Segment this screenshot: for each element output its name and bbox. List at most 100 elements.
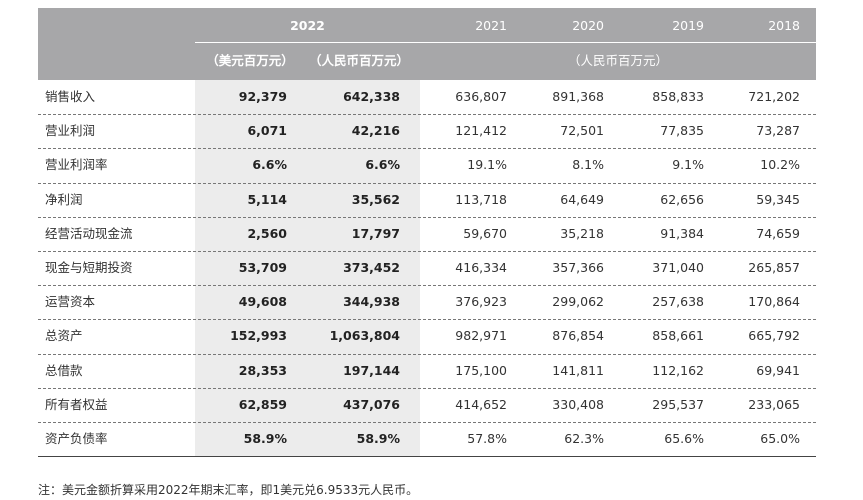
value-cell: 91,384 (660, 225, 704, 241)
value-cell: 59,670 (463, 225, 507, 241)
value-cell: 876,854 (552, 328, 604, 344)
value-cell: 141,811 (552, 362, 604, 378)
year-header: 2019 (672, 18, 704, 33)
value-cell: 1,063,804 (329, 328, 400, 344)
value-cell: 6,071 (247, 123, 287, 139)
usd-unit: （美元百万元） (206, 53, 294, 68)
value-cell: 295,537 (652, 396, 704, 412)
value-cell: 175,100 (455, 362, 507, 378)
value-cell: 35,562 (351, 191, 400, 207)
row-separator (38, 216, 816, 218)
row-label: 总资产 (45, 328, 83, 344)
value-cell: 858,833 (652, 89, 704, 104)
value-cell: 65.6% (664, 431, 704, 446)
row-separator (38, 182, 816, 184)
header-band (38, 8, 816, 80)
value-cell: 74,659 (756, 225, 800, 241)
value-cell: 858,661 (652, 328, 704, 344)
value-cell: 113,718 (455, 191, 507, 207)
value-cell: 62.3% (564, 431, 604, 446)
value-cell: 414,652 (455, 396, 507, 412)
row-label: 净利润 (45, 191, 83, 207)
year-header: 2021 (475, 18, 507, 33)
value-cell: 77,835 (660, 123, 704, 139)
row-label: 所有者权益 (45, 396, 108, 412)
year-header: 2018 (768, 18, 800, 33)
value-cell: 665,792 (748, 328, 800, 344)
header-rule (420, 42, 816, 43)
row-separator (38, 353, 816, 355)
value-cell: 9.1% (672, 157, 704, 173)
value-cell: 265,857 (748, 260, 800, 275)
value-cell: 35,218 (560, 225, 604, 241)
row-label: 资产负债率 (45, 431, 108, 446)
value-cell: 6.6% (252, 157, 287, 173)
row-separator (38, 422, 816, 423)
value-cell: 121,412 (455, 123, 507, 139)
value-cell: 357,366 (552, 260, 604, 275)
value-cell: 982,971 (455, 328, 507, 344)
year-header: 2020 (572, 18, 604, 33)
value-cell: 330,408 (552, 396, 604, 412)
year-2022: 2022 (290, 18, 325, 33)
value-cell: 28,353 (238, 362, 287, 378)
value-cell: 8.1% (572, 157, 604, 173)
value-cell: 64,649 (560, 191, 604, 207)
row-label: 总借款 (45, 362, 83, 378)
value-cell: 65.0% (760, 431, 800, 446)
value-cell: 437,076 (343, 396, 400, 412)
row-separator (38, 456, 816, 458)
value-cell: 112,162 (652, 362, 704, 378)
header-rule (195, 42, 420, 43)
value-cell: 721,202 (748, 89, 800, 104)
value-cell: 152,993 (230, 328, 287, 344)
value-cell: 5,114 (247, 191, 287, 207)
rmb-unit-prior: （人民币百万元） (567, 53, 668, 68)
value-cell: 373,452 (343, 260, 400, 275)
value-cell: 62,656 (660, 191, 704, 207)
value-cell: 92,379 (238, 89, 287, 104)
value-cell: 59,345 (756, 191, 800, 207)
footnote: 注：美元金额折算采用2022年期末汇率，即1美元兑6.9533元人民币。 (38, 483, 419, 497)
row-label: 现金与短期投资 (45, 260, 133, 275)
row-separator (38, 319, 816, 321)
value-cell: 416,334 (455, 260, 507, 275)
value-cell: 58.9% (356, 431, 400, 446)
row-separator (38, 148, 816, 150)
value-cell: 233,065 (748, 396, 800, 412)
row-label: 营业利润 (45, 123, 96, 139)
row-separator (38, 114, 816, 116)
row-label: 运营资本 (45, 294, 96, 310)
value-cell: 636,807 (455, 89, 507, 104)
row-separator (38, 285, 816, 287)
value-cell: 57.8% (467, 431, 507, 446)
value-cell: 197,144 (343, 362, 400, 378)
value-cell: 19.1% (467, 157, 507, 173)
row-label: 营业利润率 (45, 157, 108, 173)
row-separator (38, 251, 816, 252)
value-cell: 42,216 (351, 123, 400, 139)
value-cell: 344,938 (343, 294, 400, 310)
value-cell: 17,797 (351, 225, 400, 241)
row-separator (38, 387, 816, 389)
value-cell: 257,638 (652, 294, 704, 310)
value-cell: 6.6% (365, 157, 400, 173)
row-label: 销售收入 (45, 89, 96, 104)
value-cell: 10.2% (760, 157, 800, 173)
row-label: 经营活动现金流 (45, 225, 133, 241)
value-cell: 2,560 (247, 225, 287, 241)
value-cell: 53,709 (238, 260, 287, 275)
value-cell: 642,338 (343, 89, 400, 104)
value-cell: 73,287 (756, 123, 800, 139)
value-cell: 299,062 (552, 294, 604, 310)
value-cell: 49,608 (238, 294, 287, 310)
value-cell: 69,941 (756, 362, 800, 378)
value-cell: 170,864 (748, 294, 800, 310)
value-cell: 891,368 (552, 89, 604, 104)
value-cell: 62,859 (238, 396, 287, 412)
value-cell: 376,923 (455, 294, 507, 310)
value-cell: 72,501 (560, 123, 604, 139)
highlight-band (195, 80, 420, 456)
rmb-unit: （人民币百万元） (308, 53, 409, 68)
